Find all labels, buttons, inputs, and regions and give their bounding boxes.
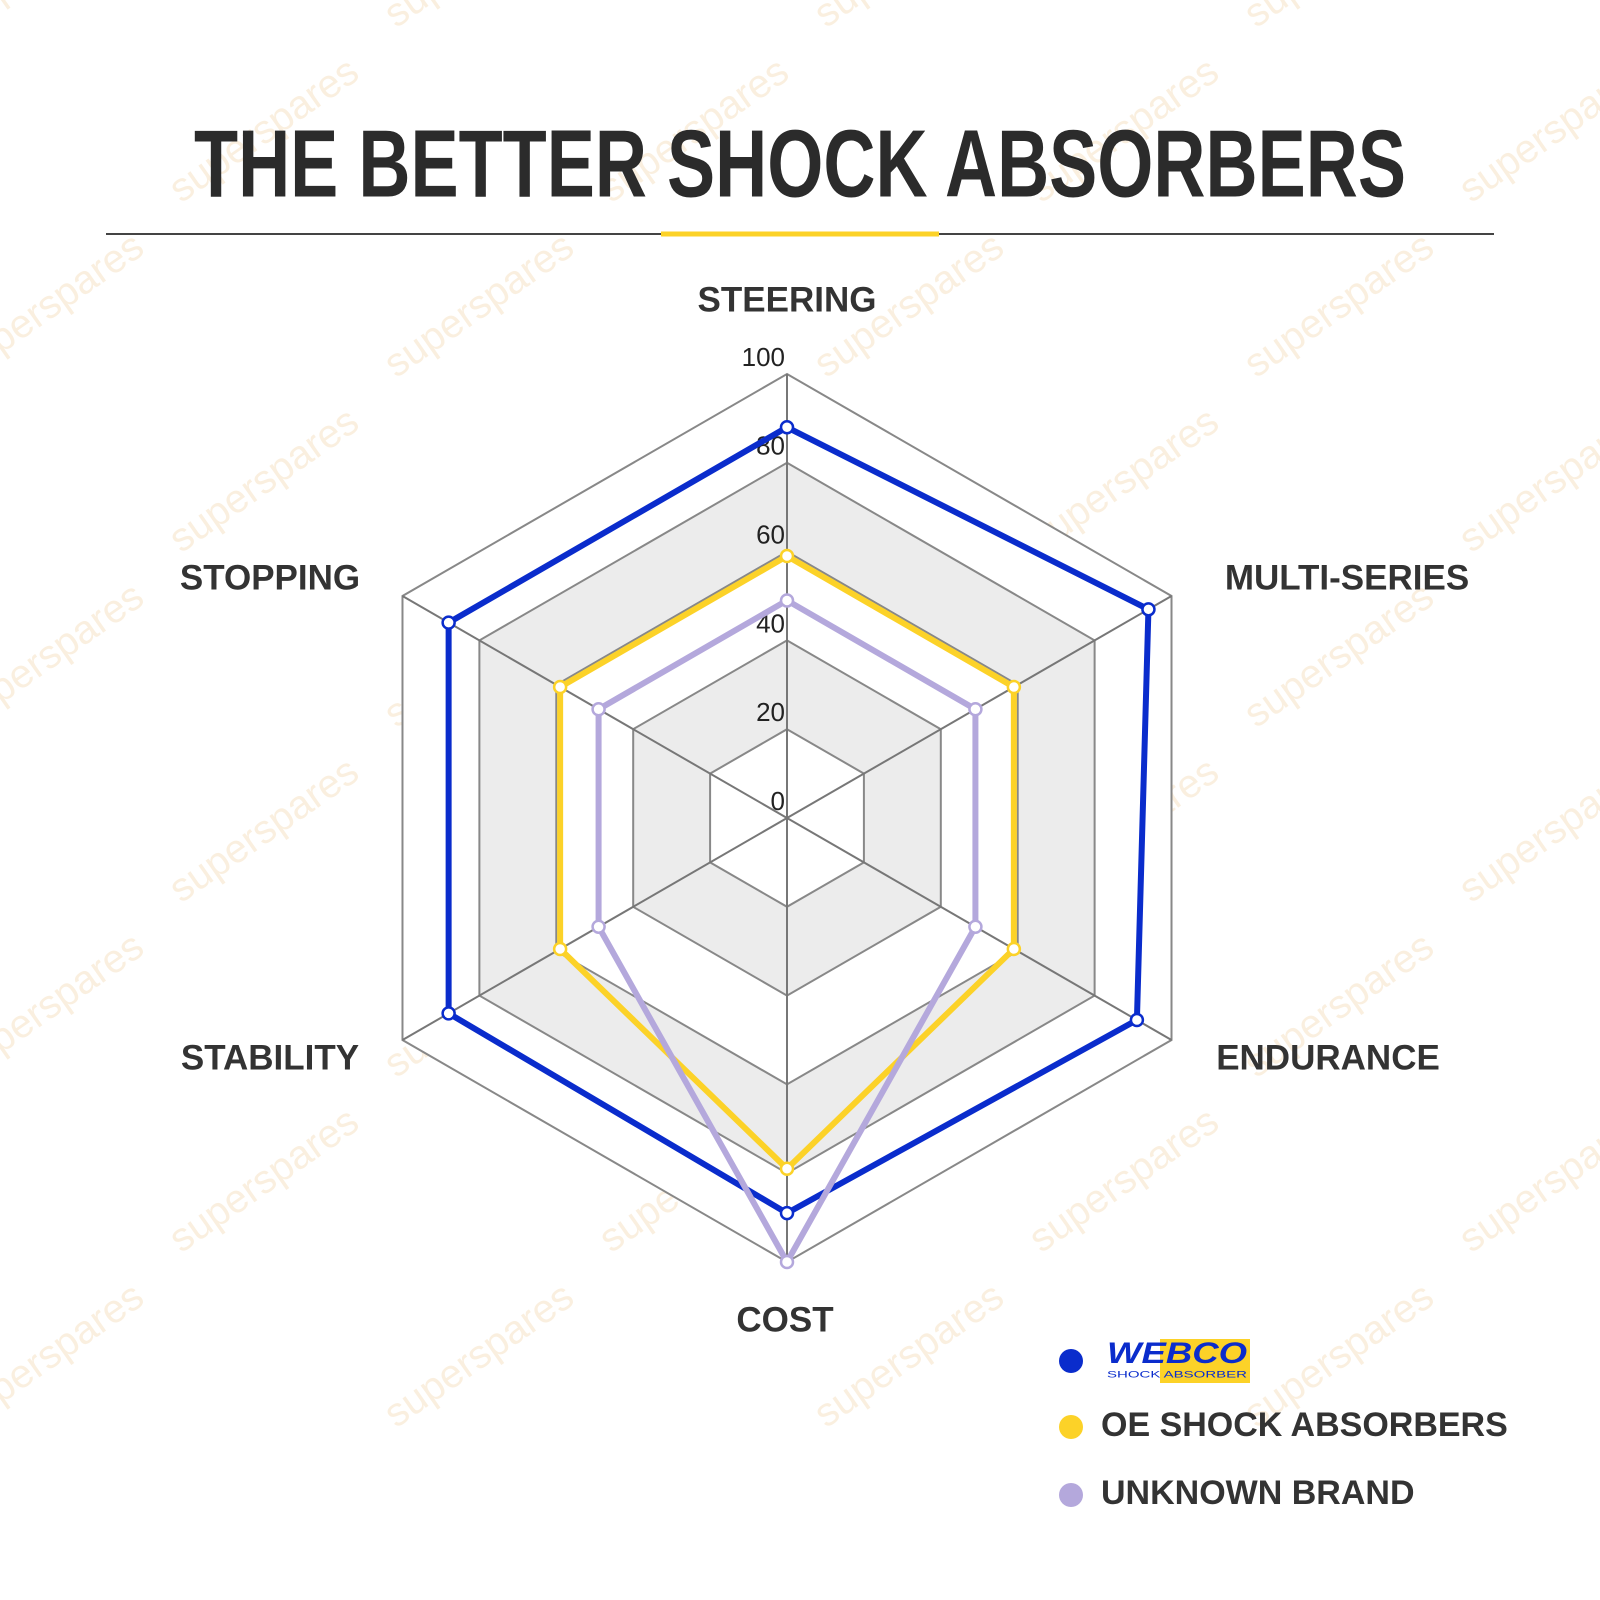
tick-label: 100 bbox=[742, 342, 785, 372]
legend-logo-subtitle: SHOCK ABSORBER bbox=[1107, 1369, 1248, 1379]
data-point bbox=[552, 679, 568, 695]
watermark: superspares bbox=[0, 924, 152, 1086]
watermark: superspares bbox=[161, 1099, 367, 1261]
category-label: STEERING bbox=[698, 280, 877, 319]
watermark: superspares bbox=[0, 574, 152, 736]
watermark: superspares bbox=[1021, 1099, 1227, 1261]
tick-label: 20 bbox=[756, 697, 785, 727]
watermark: superspares bbox=[1236, 224, 1442, 386]
chart-title: THE BETTER SHOCK ABSORBERS bbox=[194, 110, 1406, 217]
data-point bbox=[968, 701, 983, 717]
legend-logo-accent bbox=[1160, 1339, 1250, 1383]
legend-marker bbox=[1059, 1349, 1083, 1373]
radar-chart: 020406080100STEERINGMULTI-SERIESENDURANC… bbox=[180, 280, 1469, 1339]
data-point bbox=[591, 701, 606, 717]
watermark: superspares bbox=[161, 749, 367, 911]
watermark: superspares bbox=[376, 1274, 582, 1436]
watermark: superspares bbox=[1236, 574, 1442, 736]
data-point bbox=[779, 1205, 795, 1221]
data-point bbox=[1129, 1012, 1145, 1028]
legend-marker bbox=[1059, 1415, 1083, 1439]
watermark: superspares bbox=[1236, 0, 1442, 36]
watermark: superspares bbox=[806, 0, 1012, 36]
watermark: superspares bbox=[376, 0, 582, 36]
data-point bbox=[779, 548, 795, 564]
watermark: superspares bbox=[376, 224, 582, 386]
data-point bbox=[441, 615, 456, 630]
watermark: superspares bbox=[806, 1274, 1012, 1436]
watermark: superspares bbox=[1451, 399, 1600, 561]
data-point bbox=[779, 420, 795, 435]
category-label: STABILITY bbox=[181, 1038, 359, 1077]
legend-label: OE SHOCK ABSORBERS bbox=[1101, 1406, 1508, 1444]
watermark: superspares bbox=[0, 224, 152, 386]
data-point bbox=[779, 1254, 795, 1270]
data-point bbox=[1006, 679, 1022, 695]
data-point bbox=[779, 593, 795, 608]
data-point bbox=[552, 941, 568, 957]
data-point bbox=[779, 1161, 795, 1177]
watermark: superspares bbox=[1451, 1099, 1600, 1261]
watermark: superspares bbox=[161, 399, 367, 561]
watermark: superspares bbox=[1451, 749, 1600, 911]
category-label: COST bbox=[736, 1300, 833, 1339]
tick-label: 60 bbox=[756, 519, 785, 549]
watermark: superspares bbox=[1451, 49, 1600, 211]
watermark: superspares bbox=[0, 0, 152, 36]
legend-label: WEBCO bbox=[1107, 1337, 1247, 1370]
data-point bbox=[441, 1006, 456, 1021]
legend-label: UNKNOWN BRAND bbox=[1101, 1474, 1415, 1512]
tick-label: 0 bbox=[771, 786, 785, 816]
category-label: MULTI-SERIES bbox=[1225, 558, 1469, 597]
data-point bbox=[591, 919, 606, 935]
category-label: STOPPING bbox=[180, 558, 360, 597]
category-label: ENDURANCE bbox=[1216, 1038, 1440, 1077]
data-point bbox=[968, 919, 983, 935]
data-point bbox=[1141, 602, 1156, 617]
watermark: superspares bbox=[0, 1274, 152, 1436]
legend-marker bbox=[1059, 1483, 1083, 1507]
data-point bbox=[1006, 941, 1022, 957]
